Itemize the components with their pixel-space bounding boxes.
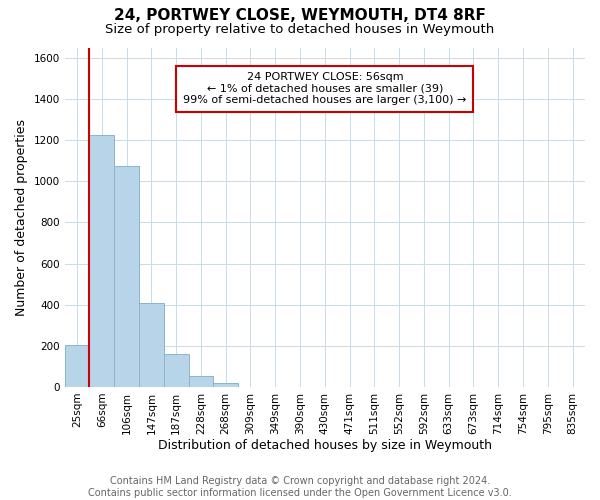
Bar [164,354,188,387]
Text: 24 PORTWEY CLOSE: 56sqm
← 1% of detached houses are smaller (39)
99% of semi-det: 24 PORTWEY CLOSE: 56sqm ← 1% of detached… [183,72,467,106]
X-axis label: Distribution of detached houses by size in Weymouth: Distribution of detached houses by size … [158,440,492,452]
Text: 24, PORTWEY CLOSE, WEYMOUTH, DT4 8RF: 24, PORTWEY CLOSE, WEYMOUTH, DT4 8RF [114,8,486,22]
Bar [139,302,164,387]
Bar [65,345,89,387]
Y-axis label: Number of detached properties: Number of detached properties [15,118,28,316]
Text: Contains HM Land Registry data © Crown copyright and database right 2024.
Contai: Contains HM Land Registry data © Crown c… [88,476,512,498]
Bar [214,383,238,387]
Text: Size of property relative to detached houses in Weymouth: Size of property relative to detached ho… [106,22,494,36]
Bar [188,376,214,387]
Bar [114,166,139,387]
Bar [89,135,114,387]
